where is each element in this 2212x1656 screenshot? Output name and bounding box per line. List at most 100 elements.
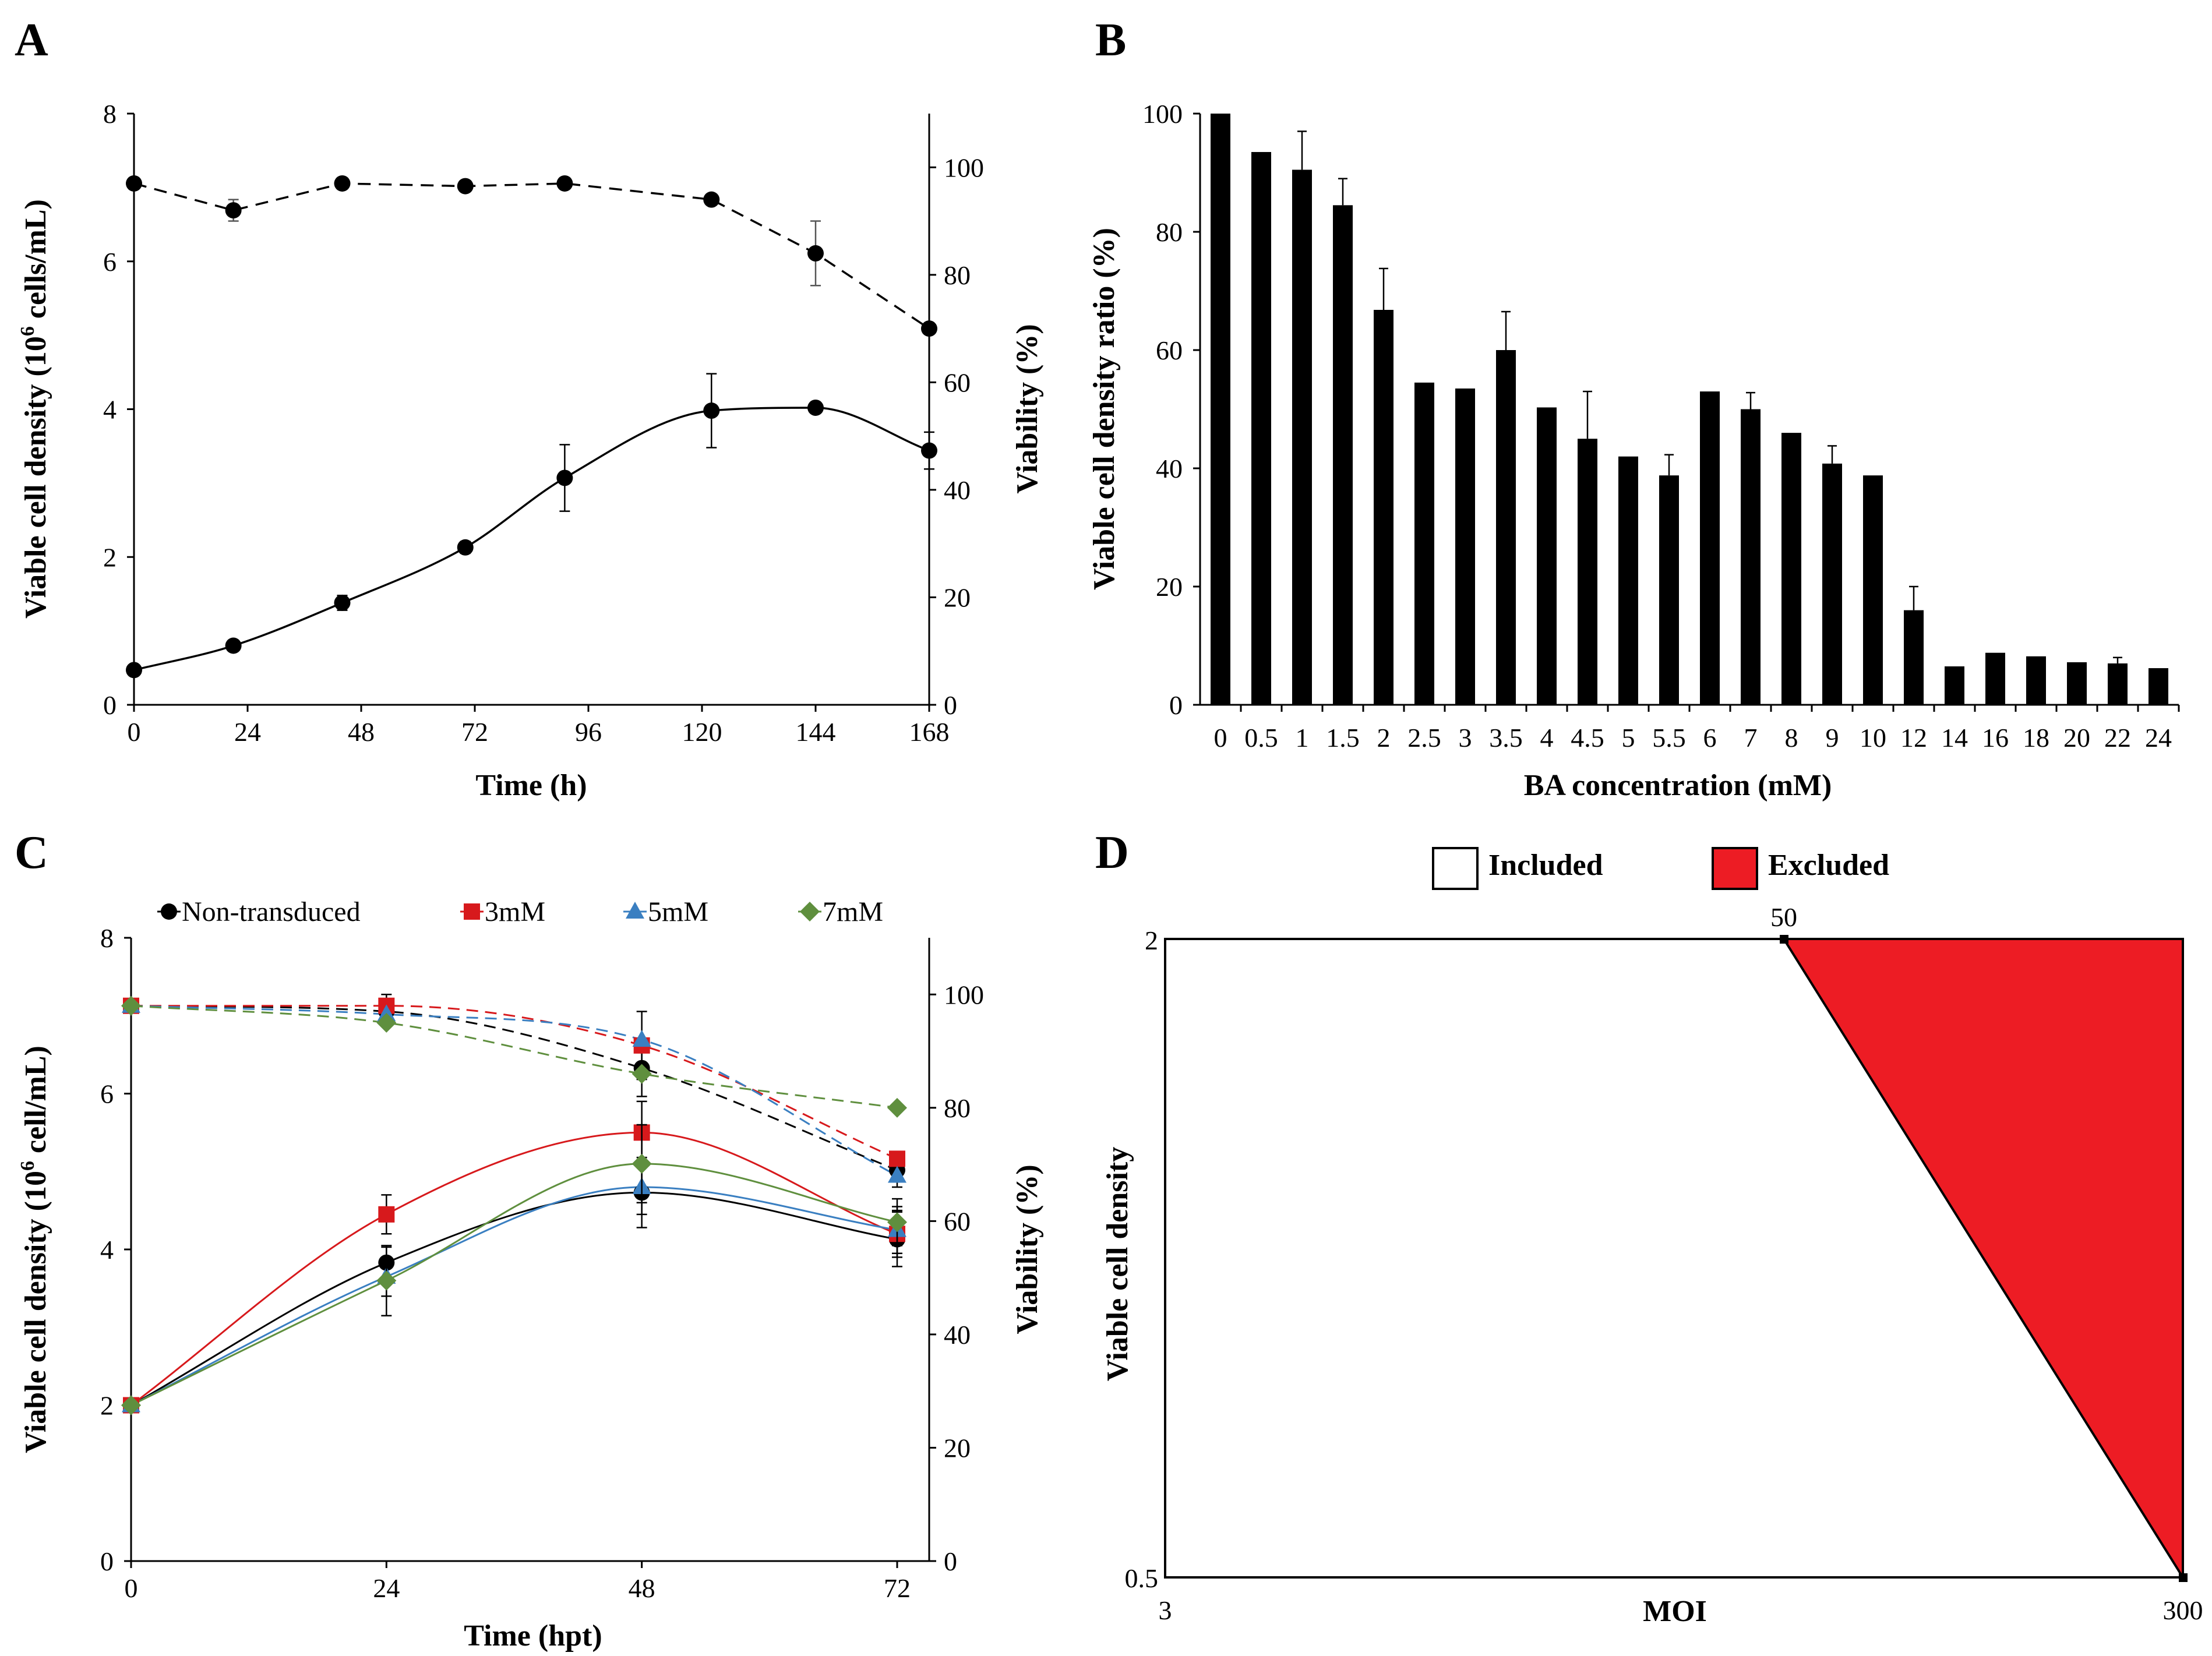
legend-excluded-label: Excluded	[1768, 849, 1889, 882]
panel-a-chart: Time (h) Viable cell density (106 cells/…	[17, 99, 1044, 802]
density-line-3mM	[130, 1131, 898, 1406]
x-tick-label: 3	[1459, 723, 1472, 753]
point-marker-top	[1780, 935, 1788, 944]
panel-a-y2label: Viability (%)	[1011, 324, 1044, 493]
y-tick-label: 0	[1169, 690, 1183, 720]
x-tick-label: 24	[234, 717, 261, 747]
x-tick-label: 3.5	[1489, 723, 1523, 753]
legend-label: Non-transduced	[182, 896, 361, 927]
x-tick-label: 8	[1785, 723, 1798, 753]
y-tick-label: 8	[103, 99, 117, 129]
y-tick-label: 4	[103, 395, 117, 425]
x-tick-label: 20	[2063, 723, 2090, 753]
bar	[1863, 475, 1883, 705]
y-tick-label: 8	[100, 923, 114, 953]
legend-label: 5mM	[648, 896, 708, 927]
y-tick-label: 40	[1156, 454, 1183, 483]
x-tick-label: 0.5	[1244, 723, 1278, 753]
legend-label: 3mM	[485, 896, 545, 927]
x-tick-label: 144	[796, 717, 836, 747]
viability-point	[457, 178, 474, 195]
bar	[1781, 433, 1801, 705]
y2-tick-label: 60	[944, 1206, 971, 1236]
panel-d-chart: Included Excluded 50 2 0.5 3 300 MOI Via…	[1101, 847, 2203, 1628]
bar	[1700, 391, 1720, 705]
x-tick-label: 48	[348, 717, 375, 747]
y2-tick-label: 100	[944, 153, 984, 182]
bar	[2026, 656, 2046, 705]
panel-b-chart: BA concentration (mM) Viable cell densit…	[1088, 99, 2180, 802]
x-tick-label: 168	[909, 717, 950, 747]
bar	[1292, 170, 1312, 705]
x-tick-label: 22	[2104, 723, 2131, 753]
viability-point-7mM	[376, 1012, 397, 1033]
legend-marker-Non-transduced	[161, 903, 177, 920]
viability-point	[225, 202, 242, 219]
y2-tick-label: 80	[944, 260, 971, 290]
y-label-min: 0.5	[1125, 1563, 1159, 1593]
x-tick-label: 12	[1900, 723, 1927, 753]
x-tick-label: 96	[575, 717, 602, 747]
panel-d-frame	[1164, 938, 2184, 1579]
x-tick-label: 2.5	[1407, 723, 1441, 753]
viability-point-3mM	[889, 1150, 905, 1167]
viability-point	[807, 245, 824, 262]
y2-tick-label: 40	[944, 475, 971, 505]
viability-point	[334, 175, 351, 192]
y-tick-label: 0	[103, 690, 117, 720]
legend-label: 7mM	[823, 896, 883, 927]
bar	[1211, 114, 1230, 705]
density-point	[225, 637, 242, 654]
viability-point-7mM	[121, 995, 141, 1016]
point-marker-bottom	[2179, 1573, 2188, 1582]
viability-line-3mM	[130, 1005, 898, 1160]
y-tick-label: 100	[1142, 99, 1183, 129]
bar	[1578, 439, 1597, 705]
x-tick-label: 2	[1377, 723, 1391, 753]
x-tick-label: 4	[1540, 723, 1554, 753]
viability-point-5mM	[377, 1004, 396, 1022]
viability-point	[921, 320, 937, 337]
y2-tick-label: 20	[944, 582, 971, 612]
viability-line-7mM	[130, 1005, 898, 1109]
density-point-3mM	[378, 1206, 395, 1223]
panel-c-xlabel: Time (hpt)	[464, 1619, 602, 1653]
y-tick-label: 80	[1156, 217, 1183, 247]
y-tick-label: 6	[100, 1079, 114, 1109]
y2-tick-label: 60	[944, 368, 971, 397]
panel-c-label: C	[15, 827, 48, 878]
bar	[1537, 407, 1557, 705]
panel-b-ylabel: Viable cell density ratio (%)	[1088, 228, 1121, 590]
x-tick-label: 120	[682, 717, 722, 747]
density-point	[457, 539, 474, 556]
viability-line-5mM	[130, 1005, 898, 1177]
bar	[1904, 610, 1924, 705]
panel-d-label: D	[1095, 827, 1129, 878]
x-tick-label: 4.5	[1571, 723, 1604, 753]
density-line-7mM	[130, 1163, 898, 1406]
x-tick-label: 5.5	[1652, 723, 1686, 753]
y2-tick-label: 20	[944, 1433, 971, 1463]
x-label-min: 3	[1159, 1595, 1172, 1625]
viability-point-5mM	[632, 1030, 651, 1047]
panel-d-ylabel: Viable cell density	[1101, 1147, 1134, 1382]
density-point-7mM	[376, 1270, 397, 1291]
x-tick-label: 1.5	[1326, 723, 1360, 753]
bar	[1659, 475, 1679, 705]
bar	[1251, 151, 1271, 705]
bar	[1496, 350, 1516, 705]
bar	[1455, 388, 1475, 705]
bar	[1374, 309, 1393, 705]
y-tick-label: 60	[1156, 336, 1183, 365]
y2-tick-label: 80	[944, 1093, 971, 1123]
density-line-Non-transduced	[130, 1191, 898, 1406]
density-point-7mM	[632, 1153, 652, 1174]
bar	[1985, 652, 2005, 705]
y2-tick-label: 100	[944, 980, 984, 1009]
y-tick-label: 0	[100, 1546, 114, 1576]
panel-c-ylabel: Viable cell density (106 cell/mL)	[17, 1046, 52, 1453]
y-tick-label: 6	[103, 247, 117, 277]
density-point	[807, 399, 824, 416]
bar	[1741, 409, 1761, 705]
